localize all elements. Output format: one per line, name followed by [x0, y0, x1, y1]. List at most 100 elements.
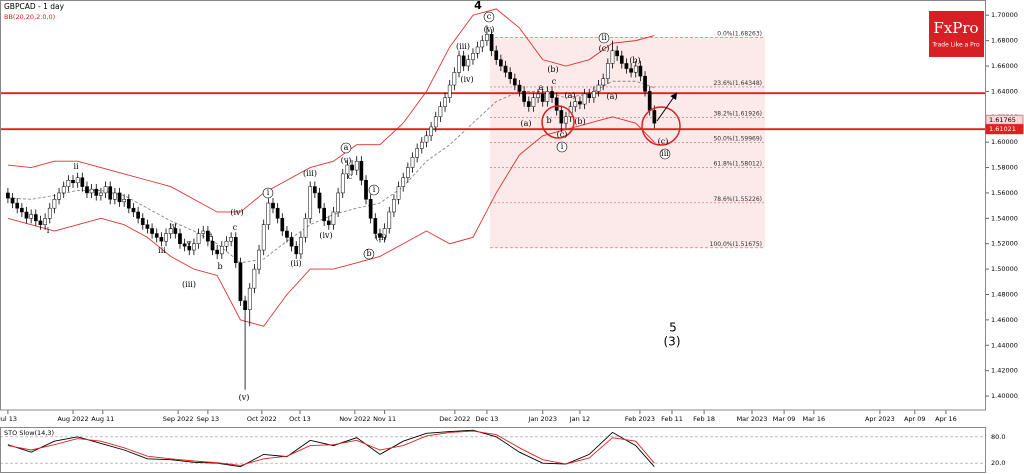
candle-body [596, 84, 601, 92]
candle-body [322, 207, 326, 222]
wave-circle [262, 187, 274, 199]
sto-line [7, 430, 655, 466]
candle-body [75, 177, 80, 184]
candle-body [10, 197, 15, 204]
x-tick-label: Aug 11 [91, 415, 114, 423]
wave-label: c [348, 172, 353, 181]
wave-label: a [344, 143, 349, 152]
y-tick-label: 1.58000 [991, 164, 1018, 172]
candle-body [345, 164, 350, 175]
candle-body [47, 207, 52, 219]
fib-label: 23.6%(1.64348) [713, 80, 762, 87]
candle-body [573, 101, 578, 107]
candle-body [326, 220, 331, 225]
wave-label: (ii) [375, 233, 386, 242]
bollinger-band [7, 116, 655, 327]
candle-body [545, 91, 550, 102]
candle-body [271, 202, 275, 209]
x-tick-label: Apr 16 [935, 415, 957, 423]
wave-label: ii [73, 162, 79, 171]
candle-body [419, 141, 424, 149]
x-tick-label: Jan 2023 [527, 415, 557, 423]
candle-body [154, 233, 159, 238]
candle-body [331, 211, 336, 225]
candle-body [280, 218, 285, 232]
candle-body [610, 50, 615, 64]
candle-body [238, 262, 243, 302]
fib-label: 61.8%(1.58012) [713, 160, 762, 167]
wave-label: a [208, 230, 213, 239]
wave-label: i [561, 142, 564, 151]
wave-label: (a) [520, 119, 531, 128]
wave-label: (iii) [456, 42, 470, 51]
y-tick-label: 1.64000 [991, 87, 1018, 95]
candle-body [173, 228, 178, 234]
candle-body [652, 110, 657, 124]
x-tick-label: Mar 2023 [737, 415, 768, 423]
candle-body [364, 179, 368, 200]
candle-body [285, 230, 289, 238]
candle-body [192, 243, 196, 251]
candle-body [461, 55, 466, 67]
x-tick-label: Mar 09 [773, 415, 796, 423]
candle-body [266, 202, 271, 225]
wave-circle [556, 141, 568, 153]
wave-label: (iii) [182, 280, 196, 289]
wave-label: (iii) [303, 169, 317, 178]
candle-body [229, 237, 233, 242]
price-marker-label: 1.61765 [989, 116, 1016, 124]
candle-body [489, 34, 494, 52]
x-tick-label: Apr 2023 [865, 415, 895, 423]
candle-body [247, 287, 252, 310]
candle-body [57, 192, 61, 200]
x-tick-label: Feb 11 [661, 415, 683, 423]
y-tick-label: 1.66000 [991, 62, 1018, 70]
candle-body [20, 207, 24, 213]
candle-body [89, 188, 94, 194]
candle-body [406, 167, 410, 178]
candle-body [499, 59, 503, 67]
x-tick-label: Nov 11 [373, 415, 396, 423]
bollinger-band [7, 8, 655, 213]
candle-body [99, 192, 103, 196]
candle-body [85, 186, 89, 194]
x-tick-label: Feb 2023 [625, 415, 655, 423]
wave-label: (a) [564, 91, 575, 100]
wave-label: ii [601, 33, 607, 42]
candle-body [136, 211, 140, 219]
x-tick-label: Jul 13 [0, 415, 17, 423]
wave-circle [598, 32, 610, 44]
y-tick-label: 1.42000 [991, 367, 1018, 375]
candle-body [164, 233, 168, 242]
price-marker [985, 124, 1024, 135]
candle-body [24, 211, 29, 219]
sto-frame [0, 427, 986, 473]
candle-body [471, 53, 475, 60]
x-tick-label: Sep 2022 [163, 415, 194, 423]
y-tick-label: 1.46000 [991, 316, 1018, 324]
candle-body [178, 233, 182, 244]
fib-label: 100.0%(1.51675) [710, 241, 762, 248]
wave-label: iii [158, 246, 166, 255]
candle-body [219, 246, 224, 255]
fib-label: 78.6%(1.55226) [713, 196, 762, 203]
candle-body [396, 186, 401, 200]
candle-body [257, 249, 261, 270]
wave-label: i [267, 188, 270, 197]
candle-body [508, 72, 513, 79]
candle-body [424, 135, 429, 143]
fib-label: 50.0%(1.59969) [713, 136, 762, 143]
candle-body [601, 78, 606, 86]
fib-label: 0.0%(1.68263) [717, 30, 762, 37]
brand-tagline: Trade Like a Pro [931, 42, 980, 49]
wave-label: c [487, 12, 492, 21]
main-frame [0, 0, 986, 411]
candle-body [299, 237, 303, 255]
x-tick-label: Apr 09 [904, 415, 926, 423]
candle-body [540, 93, 545, 102]
candle-body [564, 116, 568, 124]
sto-tick-label: 80.0 [991, 433, 1005, 441]
wave-label: b [366, 249, 371, 258]
x-tick-label: Sep 13 [197, 415, 220, 423]
candle-body [312, 186, 317, 194]
